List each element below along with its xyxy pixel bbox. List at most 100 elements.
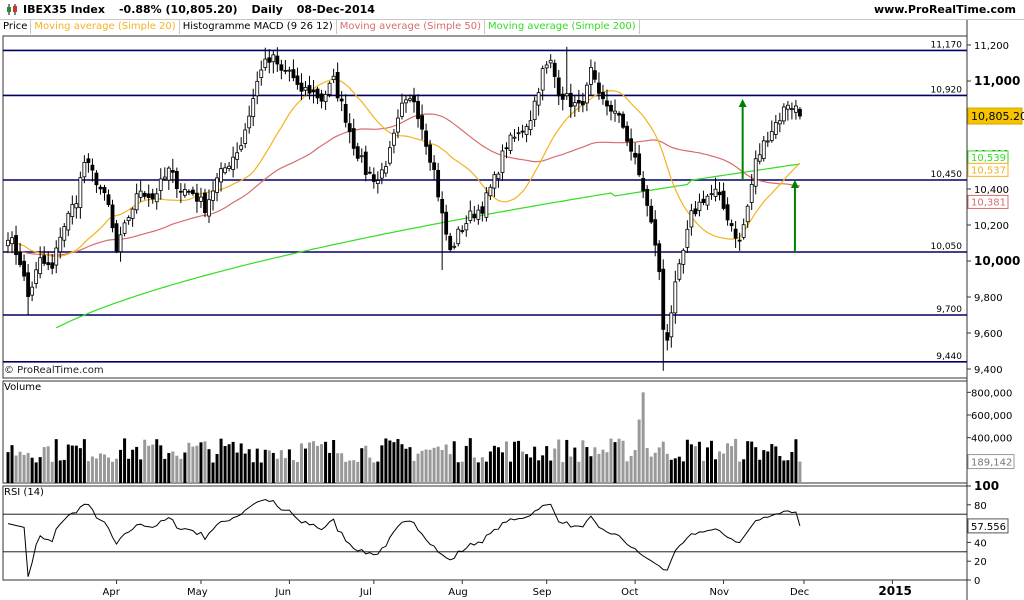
- volume-bar[interactable]: [484, 461, 488, 483]
- volume-bar[interactable]: [537, 460, 541, 483]
- volume-bar[interactable]: [372, 462, 376, 483]
- candle[interactable]: [496, 171, 501, 188]
- volume-bar[interactable]: [291, 460, 295, 483]
- volume-bar[interactable]: [669, 459, 673, 483]
- candle[interactable]: [544, 61, 549, 74]
- candle[interactable]: [70, 195, 75, 225]
- candle[interactable]: [134, 183, 139, 214]
- volume-bar[interactable]: [308, 442, 311, 483]
- volume-bar[interactable]: [573, 447, 577, 483]
- candle[interactable]: [215, 172, 219, 202]
- volume-bar[interactable]: [500, 452, 504, 483]
- volume-bar[interactable]: [271, 452, 275, 483]
- volume-bar[interactable]: [303, 448, 307, 483]
- volume-bar[interactable]: [147, 445, 151, 483]
- volume-bar[interactable]: [657, 447, 661, 483]
- volume-bar[interactable]: [267, 450, 271, 483]
- candle[interactable]: [500, 144, 505, 182]
- volume-bar[interactable]: [187, 442, 191, 483]
- volume-bar[interactable]: [448, 454, 452, 483]
- candle[interactable]: [283, 59, 288, 75]
- volume-bar[interactable]: [428, 449, 432, 483]
- volume-bar[interactable]: [742, 459, 746, 483]
- volume-bar[interactable]: [605, 452, 609, 483]
- volume-bar[interactable]: [456, 462, 460, 483]
- rsi-panel[interactable]: [3, 498, 967, 577]
- volume-bar[interactable]: [412, 460, 416, 483]
- candle[interactable]: [745, 204, 750, 228]
- volume-bar[interactable]: [259, 462, 263, 483]
- volume-bar[interactable]: [328, 452, 332, 483]
- volume-bar[interactable]: [299, 443, 303, 483]
- candle[interactable]: [432, 155, 437, 180]
- ma50-line[interactable]: [7, 113, 800, 256]
- volume-bar[interactable]: [565, 439, 569, 483]
- volume-bar[interactable]: [488, 451, 492, 483]
- volume-bar[interactable]: [529, 457, 533, 483]
- volume-bar[interactable]: [597, 453, 601, 483]
- volume-bar[interactable]: [26, 452, 30, 483]
- volume-bar[interactable]: [693, 446, 697, 483]
- candle[interactable]: [359, 148, 364, 163]
- price-axis[interactable]: 9,4009,6009,80010,00010,20010,40010,6001…: [967, 41, 1024, 587]
- candle[interactable]: [207, 189, 211, 224]
- candle[interactable]: [721, 182, 726, 211]
- candle[interactable]: [448, 232, 453, 252]
- volume-bar[interactable]: [653, 452, 657, 483]
- volume-bar[interactable]: [472, 457, 476, 483]
- candle[interactable]: [556, 70, 561, 106]
- candle[interactable]: [729, 219, 734, 232]
- candle[interactable]: [589, 59, 593, 96]
- volume-bar[interactable]: [143, 439, 147, 483]
- candle[interactable]: [106, 189, 111, 207]
- candle[interactable]: [452, 242, 457, 250]
- candle[interactable]: [375, 171, 380, 194]
- candle[interactable]: [166, 166, 171, 191]
- volume-bar[interactable]: [734, 438, 738, 483]
- candle[interactable]: [717, 182, 722, 201]
- candle[interactable]: [396, 109, 400, 139]
- volume-bar[interactable]: [569, 456, 573, 483]
- volume-bar[interactable]: [251, 462, 255, 483]
- volume-bar[interactable]: [452, 441, 456, 483]
- last-value-tag-ma50[interactable]: 10,381: [967, 194, 1009, 209]
- volume-bar[interactable]: [420, 450, 424, 483]
- candle[interactable]: [82, 155, 87, 184]
- candle[interactable]: [798, 107, 802, 120]
- candle[interactable]: [319, 89, 324, 109]
- candle[interactable]: [138, 180, 143, 202]
- volume-bar[interactable]: [70, 445, 74, 483]
- volume-bar[interactable]: [123, 438, 127, 483]
- volume-bar[interactable]: [545, 446, 549, 483]
- volume-bar[interactable]: [352, 460, 356, 483]
- candle[interactable]: [18, 243, 22, 268]
- volume-bar[interactable]: [336, 453, 340, 483]
- volume-bar[interactable]: [673, 458, 677, 483]
- volume-bar[interactable]: [348, 460, 352, 483]
- volume-bar[interactable]: [460, 461, 464, 483]
- volume-bar[interactable]: [82, 439, 86, 483]
- candle[interactable]: [74, 195, 79, 219]
- volume-bar[interactable]: [30, 457, 34, 483]
- candle[interactable]: [753, 150, 758, 195]
- candle[interactable]: [247, 105, 252, 134]
- volume-bar[interactable]: [718, 451, 722, 483]
- candle[interactable]: [757, 143, 762, 165]
- candle[interactable]: [98, 184, 103, 195]
- candle[interactable]: [749, 174, 754, 210]
- candle[interactable]: [363, 145, 368, 182]
- volume-bar[interactable]: [710, 440, 713, 483]
- volume-bar[interactable]: [621, 440, 625, 483]
- volume-bar[interactable]: [589, 456, 593, 483]
- candle[interactable]: [476, 204, 481, 225]
- candle[interactable]: [516, 126, 521, 141]
- candle[interactable]: [781, 103, 786, 125]
- volume-bar[interactable]: [54, 439, 58, 483]
- candle[interactable]: [170, 158, 175, 184]
- candle[interactable]: [428, 139, 433, 171]
- volume-bar[interactable]: [641, 392, 645, 483]
- volume-bar[interactable]: [159, 445, 163, 483]
- candle[interactable]: [524, 123, 529, 143]
- candle[interactable]: [404, 95, 408, 113]
- volume-bar[interactable]: [360, 448, 364, 483]
